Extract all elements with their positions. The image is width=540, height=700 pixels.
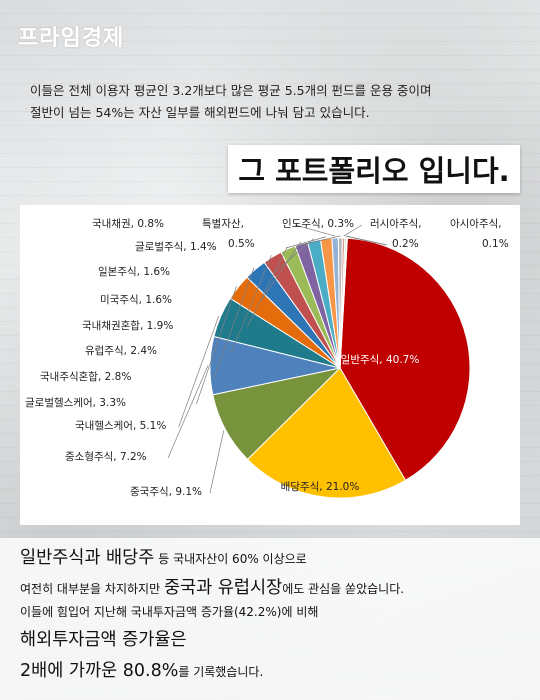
slice-label-9: 국내채권혼합, 1.9% (82, 319, 173, 332)
summary-highlight-growth: 2배에 가까운 80.8% (20, 661, 179, 681)
leader-line-5 (178, 315, 220, 428)
leader-line-10 (260, 241, 302, 302)
slice-label-3: 중국주식, 9.1% (130, 486, 202, 498)
slice-label-14-part2: 0.5% (228, 238, 255, 250)
leader-line-14 (300, 235, 341, 246)
summary-text-2a: 여전히 대부분을 차지하지만 (20, 582, 164, 596)
slice-label-7: 국내주식혼합, 2.8% (40, 370, 131, 383)
summary-text-2c: 에도 관심을 쏟았습니다. (282, 582, 405, 596)
leader-line-11 (273, 238, 314, 274)
leader-line-13 (294, 224, 336, 237)
intro-line-2: 절반이 넘는 54%는 자산 일부를 해외펀드에 나눠 담고 있습니다. (30, 105, 370, 120)
slice-label-1: 일반주식, 40.7% (341, 353, 420, 366)
leader-line-4 (167, 365, 209, 459)
summary-line-4: 해외투자금액 증가율은 (20, 630, 187, 650)
summary-highlight-domestic: 일반주식과 배당주 (20, 548, 155, 568)
leader-line-7 (213, 267, 255, 379)
leader-line-15 (343, 224, 363, 237)
slice-label-4: 중소형주식, 7.2% (65, 451, 147, 463)
slice-label-6: 글로벌헬스케어, 3.3% (25, 397, 126, 409)
leader-line-9 (246, 246, 288, 328)
slice-label-17-part1: 아시아주식, (450, 218, 502, 230)
slice-label-11: 일본주식, 1.6% (98, 265, 170, 278)
pie-slice-1 (339, 237, 471, 481)
slice-label-16-part2: 0.2% (392, 238, 419, 250)
slice-label-2: 배당주식, 21.0% (281, 481, 360, 493)
slice-label-8: 유럽주식, 2.4% (85, 344, 157, 357)
pie-chart: 일반주식, 40.7% 배당주식, 21.0% 중국주식, 9.1% 중소형주식, 7… (25, 218, 509, 499)
pie-slice-2 (246, 367, 407, 499)
leader-line-12 (285, 236, 327, 249)
leader-line-8 (231, 255, 272, 353)
intro-text: 이들은 전체 이용자 평균인 3.2개보다 많은 평균 5.5개의 펀드를 운용… (30, 80, 520, 124)
summary-line-5: 2배에 가까운 80.8%를 기록했습니다. (20, 657, 263, 682)
brand-logo: 프라임경제 (18, 26, 125, 51)
summary-line-1: 일반주식과 배당주 등 국내자산이 60% 이상으로 (20, 544, 307, 569)
headline-text: 그 포트폴리오 입니다. (238, 154, 510, 188)
pie-slice-17 (339, 237, 348, 369)
leader-line-17 (346, 235, 388, 246)
intro-line-1: 이들은 전체 이용자 평균인 3.2개보다 많은 평균 5.5개의 펀드를 운용… (30, 83, 432, 98)
summary-text-1: 등 국내자산이 60% 이상으로 (154, 552, 307, 566)
slice-label-17-part2: 0.1% (482, 238, 509, 250)
slice-label-14-part1: 특별자산, (202, 218, 244, 230)
headline-box: 그 포트폴리오 입니다. (228, 145, 520, 193)
summary-text-5: 를 기록했습니다. (178, 665, 264, 679)
summary-highlight-china-europe: 중국과 유럽시장 (163, 578, 283, 598)
slice-label-16-part1: 러시아주식, (370, 218, 422, 230)
slice-label-12: 글로벌주식, 1.4% (135, 241, 217, 253)
slice-label-5: 국내헬스케어, 5.1% (75, 420, 166, 432)
leader-line-6 (196, 286, 237, 405)
summary-line-3: 이들에 힘입어 지난해 국내투자금액 증가율(42.2%)에 비해 (20, 605, 319, 619)
slice-label-15: 인도주식, 0.3% (282, 218, 354, 230)
pie-chart-card: 일반주식, 40.7% 배당주식, 21.0% 중국주식, 9.1% 중소형주식, 7… (20, 205, 520, 525)
leader-line-3 (209, 430, 225, 494)
slice-label-13: 국내채권, 0.8% (92, 218, 164, 230)
summary-panel: 일반주식과 배당주 등 국내자산이 60% 이상으로 여전히 대부분을 차지하지… (0, 538, 540, 700)
slice-label-10: 미국주식, 1.6% (100, 294, 172, 306)
summary-line-2: 여전히 대부분을 차지하지만 중국과 유럽시장에도 관심을 쏟았습니다. (20, 574, 404, 599)
